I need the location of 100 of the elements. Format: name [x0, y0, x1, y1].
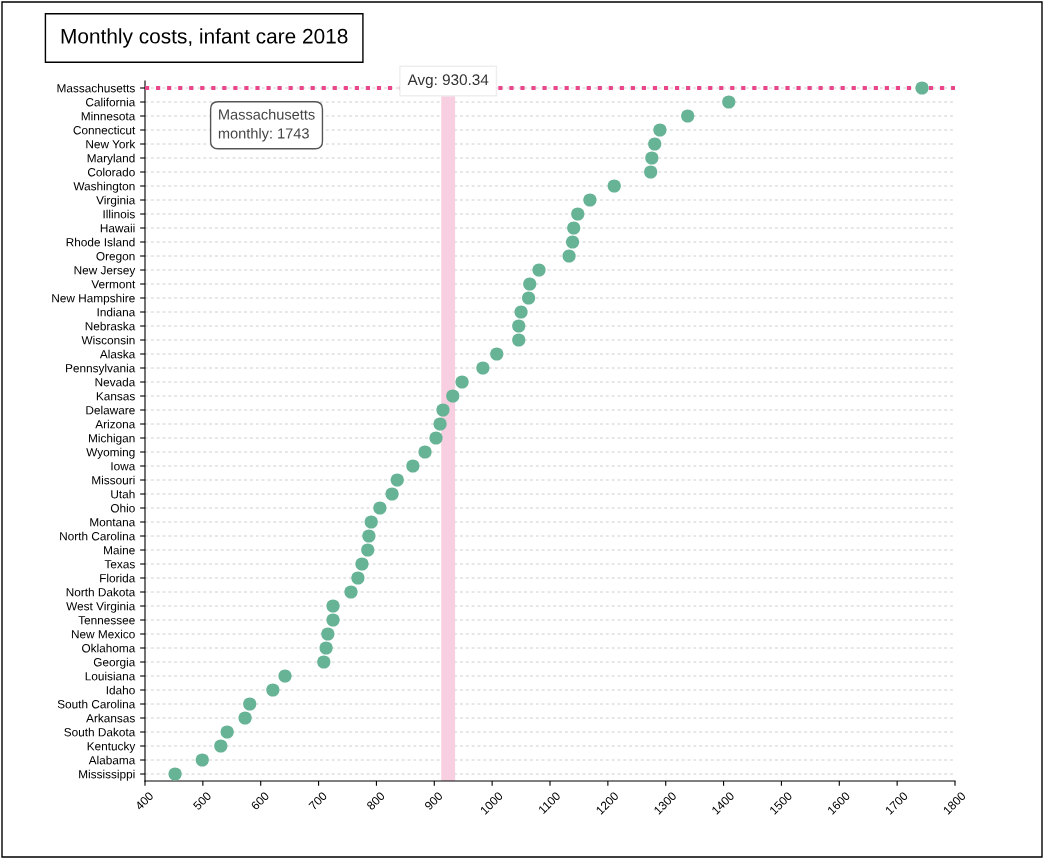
point: [607, 179, 621, 193]
y-tick-label: Kansas: [96, 392, 135, 401]
y-tick-label: New Hampshire: [52, 293, 135, 305]
point: [373, 501, 387, 515]
y-tick-label: Pennsylvania: [66, 363, 136, 375]
point: [436, 403, 450, 417]
point: [326, 599, 340, 613]
point: [433, 417, 447, 431]
point: [266, 683, 280, 697]
x-tick-label: 500: [192, 791, 212, 811]
y-tick-label: New York: [86, 139, 136, 149]
y-tick-label: Wyoming: [86, 447, 135, 459]
y-tick-label: South Carolina: [57, 699, 136, 709]
point: [362, 529, 376, 543]
point: [406, 459, 420, 473]
y-tick-label: Missouri: [92, 475, 135, 485]
y-tick-label: Colorado: [87, 167, 135, 177]
point: [214, 739, 228, 753]
y-tick-label: Alabama: [88, 755, 136, 765]
y-tick-label: Montana: [90, 518, 136, 527]
y-tick-label: Idaho: [106, 685, 135, 695]
point: [446, 389, 460, 403]
y-tick-label: Massachusetts: [57, 83, 135, 93]
point: [681, 109, 695, 123]
y-tick-label: Indiana: [97, 307, 136, 317]
point: [512, 319, 526, 333]
point: [571, 207, 585, 221]
y-tick-label: Nevada: [95, 377, 136, 387]
point: [317, 655, 331, 669]
point: [522, 291, 536, 305]
point: [390, 473, 404, 487]
point: [645, 151, 659, 165]
point: [455, 375, 469, 389]
point: [326, 613, 340, 627]
point: [429, 431, 443, 445]
point: [583, 193, 597, 207]
y-tick-label: Rhode Island: [66, 237, 135, 247]
y-tick-label: Wisconsin: [81, 335, 135, 345]
y-tick-label: Ohio: [110, 503, 135, 513]
y-tick-label: Hawaii: [100, 223, 135, 233]
y-tick-label: Louisiana: [85, 671, 136, 681]
point: [648, 137, 662, 151]
point: [565, 235, 580, 249]
point: [344, 585, 358, 599]
x-tick-label: 600: [250, 791, 270, 811]
y-tick-label: Connecticut: [73, 125, 136, 135]
point: [653, 123, 667, 137]
y-tick-label: Illinois: [103, 209, 135, 219]
point: [567, 221, 581, 235]
point: [514, 305, 528, 319]
y-tick-label: Maine: [104, 545, 135, 555]
point: [220, 725, 234, 739]
point: [562, 249, 576, 263]
point: [476, 361, 490, 375]
y-tick-label: Mississippi: [79, 769, 135, 781]
y-tick-label: North Carolina: [60, 531, 136, 541]
point: [319, 641, 333, 655]
annotation: Massachusetts monthly: 1743: [218, 109, 315, 142]
point: [168, 767, 182, 781]
y-tick-label: Texas: [104, 560, 135, 569]
y-tick-label: Oklahoma: [82, 643, 136, 653]
point: [532, 263, 546, 277]
y-tick-label: Arkansas: [86, 713, 135, 723]
y-tick-label: California: [86, 97, 136, 107]
y-tick-label: Washington: [73, 181, 135, 193]
y-tick-label: Minnesota: [81, 111, 136, 121]
y-tick-label: Oregon: [96, 252, 135, 263]
point: [321, 627, 335, 641]
point: [915, 81, 929, 95]
y-tick-label: South Dakota: [64, 727, 136, 737]
y-tick-label: Michigan: [89, 433, 135, 445]
point: [351, 571, 365, 585]
y-tick-label: New Jersey: [74, 266, 136, 277]
y-tick-label: Maryland: [87, 153, 135, 165]
point: [243, 697, 257, 711]
y-tick-label: Iowa: [111, 462, 136, 471]
y-tick-label: New Mexico: [71, 629, 135, 639]
point: [644, 165, 658, 179]
band-label: Avg: 930.34: [407, 74, 489, 89]
point: [523, 277, 537, 291]
point: [238, 711, 252, 725]
y-tick-label: Florida: [100, 573, 136, 583]
x-tick-label: 400: [134, 791, 154, 811]
point: [490, 347, 504, 361]
x-tick-label: 800: [366, 791, 386, 811]
y-tick-label: Delaware: [86, 405, 135, 415]
y-tick-label: Tennessee: [78, 616, 135, 625]
y-tick-label: Virginia: [96, 195, 136, 207]
point: [512, 333, 526, 347]
x-tick-label: 700: [308, 791, 328, 811]
chart-title: Monthly costs, infant care 2018: [61, 28, 348, 48]
point: [361, 543, 375, 557]
point: [364, 515, 378, 529]
y-tick-label: Arizona: [95, 419, 136, 429]
point: [418, 445, 432, 459]
y-tick-label: North Dakota: [66, 587, 136, 597]
y-tick-label: Utah: [111, 489, 135, 499]
y-tick-label: Kentucky: [87, 741, 136, 753]
y-tick-label: Alaska: [99, 349, 136, 359]
x-tick-label: 900: [424, 791, 444, 811]
